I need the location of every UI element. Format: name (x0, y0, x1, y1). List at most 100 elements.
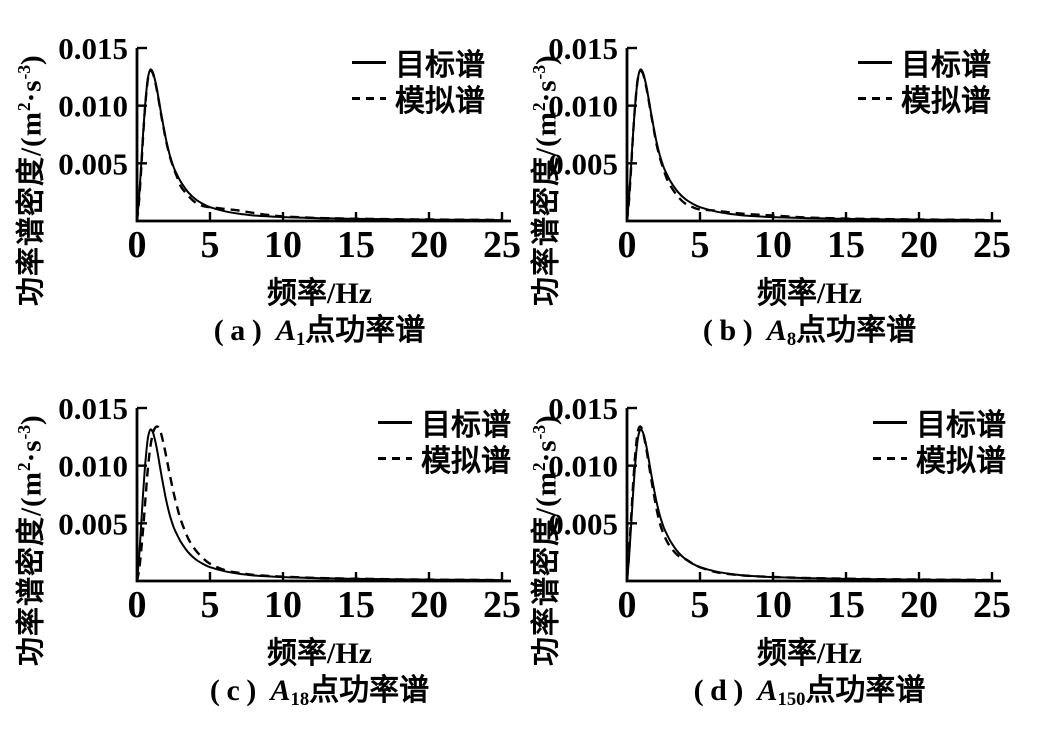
plot-area-d: 0 5 10 15 20 25 0.005 0.010 0.015 (548, 391, 1011, 626)
solid-line-swatch (352, 60, 386, 64)
plot-area-a: 0 5 10 15 20 25 0.005 0.010 0.015 (58, 31, 521, 266)
y-axis-label-sup-m2: 2 (14, 462, 34, 472)
x-tick-label: 10 (264, 584, 302, 626)
x-tick-label: 20 (410, 224, 448, 266)
caption-d: (d) A150点功率谱 (627, 665, 992, 710)
solid-line-swatch (858, 60, 892, 64)
x-tick-label: 0 (618, 584, 637, 626)
x-tick-label: 25 (483, 584, 521, 626)
caption-point-var: A (270, 674, 291, 707)
solid-line-swatch (873, 420, 907, 424)
caption-suffix: 点功率谱 (305, 314, 426, 347)
x-tick-label: 20 (900, 584, 938, 626)
legend-entry-target: 目标谱 (873, 404, 1006, 442)
y-axis-label-mid: ·s (15, 439, 48, 463)
y-tick-label: 0.010 (548, 89, 618, 124)
x-tick-label: 0 (128, 224, 147, 266)
x-tick-label: 25 (973, 584, 1011, 626)
y-tick-label: 0.015 (548, 31, 618, 66)
y-axis-label-mid: ·s (530, 79, 563, 103)
x-tick-label: 25 (483, 224, 521, 266)
caption-a: (a) A1点功率谱 (137, 305, 502, 350)
x-tick-label: 5 (201, 584, 220, 626)
target-spectrum-curve (626, 68, 993, 222)
y-axis-label-close: ) (530, 414, 563, 425)
x-tick-label: 0 (128, 584, 147, 626)
caption-point-subscript: 150 (777, 688, 806, 710)
legend-label: 模拟谱 (421, 445, 511, 478)
y-axis-label-text: 功率谱密度/(m (15, 471, 48, 666)
legend-entry-target: 目标谱 (352, 44, 485, 82)
y-axis-label: 功率谱密度/(m2·s-3) (519, 414, 567, 666)
caption-point-var: A (766, 314, 787, 347)
plot-area-b: 0 5 10 15 20 25 0.005 0.010 0.015 (548, 31, 1011, 266)
legend-entry-target: 目标谱 (858, 44, 991, 82)
caption-point-var: A (757, 674, 778, 707)
x-tick-label: 15 (827, 584, 865, 626)
x-tick-label: 10 (754, 584, 792, 626)
y-axis-label-sup-m2: 2 (529, 102, 549, 112)
panel-b: 0 5 10 15 20 25 0.005 0.010 0.015 功率谱密度/(m2·s-3)… (521, 0, 1041, 360)
simulated-spectrum-curve (625, 70, 993, 222)
x-tick-label: 15 (827, 224, 865, 266)
legend-label: 模拟谱 (916, 445, 1006, 478)
y-axis-label-sup-s3: -3 (14, 64, 34, 80)
x-axis-label: 频率/Hz (267, 637, 372, 670)
panel-d: 0 5 10 15 20 25 0.005 0.010 0.015 功率谱密度/(m2·s-3)… (521, 360, 1041, 732)
dashed-line-swatch (378, 456, 412, 460)
y-axis-label-mid: ·s (15, 79, 48, 103)
caption-point-subscript: 8 (786, 328, 797, 350)
plot-area-c: 0 5 10 15 20 25 0.005 0.010 0.015 (58, 391, 521, 626)
x-tick-label: 5 (201, 224, 220, 266)
simulated-spectrum-curve (625, 425, 993, 582)
x-tick-label: 15 (337, 224, 375, 266)
y-axis-label-close: ) (530, 54, 563, 65)
caption-suffix: 点功率谱 (309, 674, 430, 707)
x-tick-label: 20 (410, 584, 448, 626)
legend: 目标谱 模拟谱 (352, 44, 485, 118)
legend-entry-simulated: 模拟谱 (873, 440, 1006, 478)
legend: 目标谱 模拟谱 (858, 44, 991, 118)
legend-entry-simulated: 模拟谱 (858, 80, 991, 118)
y-axis-label: 功率谱密度/(m2·s-3) (519, 54, 567, 306)
y-tick-label: 0.010 (548, 449, 618, 484)
legend-label: 目标谱 (901, 49, 991, 82)
legend: 目标谱 模拟谱 (378, 404, 511, 478)
legend-label: 模拟谱 (901, 85, 991, 118)
y-tick-label: 0.005 (58, 146, 128, 181)
y-tick-label: 0.015 (58, 391, 128, 426)
legend-label: 目标谱 (916, 409, 1006, 442)
target-spectrum-curve (136, 428, 503, 582)
caption-c: (c) A18点功率谱 (137, 665, 502, 710)
y-axis-label-sup-s3: -3 (529, 424, 549, 440)
legend-entry-simulated: 模拟谱 (352, 80, 485, 118)
legend-entry-target: 目标谱 (378, 404, 511, 442)
x-tick-label: 25 (973, 224, 1011, 266)
caption-index: (b) (702, 314, 760, 347)
y-tick-label: 0.005 (548, 146, 618, 181)
y-axis-label-mid: ·s (530, 439, 563, 463)
x-axis-label: 频率/Hz (267, 277, 372, 310)
y-tick-label: 0.015 (548, 391, 618, 426)
x-tick-label: 0 (618, 224, 637, 266)
simulated-spectrum-curve (135, 69, 503, 222)
y-tick-label: 0.010 (58, 449, 128, 484)
caption-suffix: 点功率谱 (796, 314, 917, 347)
y-axis-label-text: 功率谱密度/(m (530, 111, 563, 306)
y-tick-label: 0.005 (548, 506, 618, 541)
dashed-line-swatch (858, 96, 892, 100)
x-axis-label: 频率/Hz (757, 277, 862, 310)
legend: 目标谱 模拟谱 (873, 404, 1006, 478)
y-tick-label: 0.010 (58, 89, 128, 124)
legend-label: 目标谱 (421, 409, 511, 442)
y-tick-label: 0.015 (58, 31, 128, 66)
y-axis-label-close: ) (15, 54, 48, 65)
x-tick-label: 10 (264, 224, 302, 266)
caption-point-subscript: 18 (290, 688, 310, 710)
y-axis-label-text: 功率谱密度/(m (15, 111, 48, 306)
y-axis-label-sup-s3: -3 (529, 64, 549, 80)
y-axis-label-close: ) (15, 414, 48, 425)
x-tick-label: 15 (337, 584, 375, 626)
x-tick-label: 5 (691, 584, 710, 626)
